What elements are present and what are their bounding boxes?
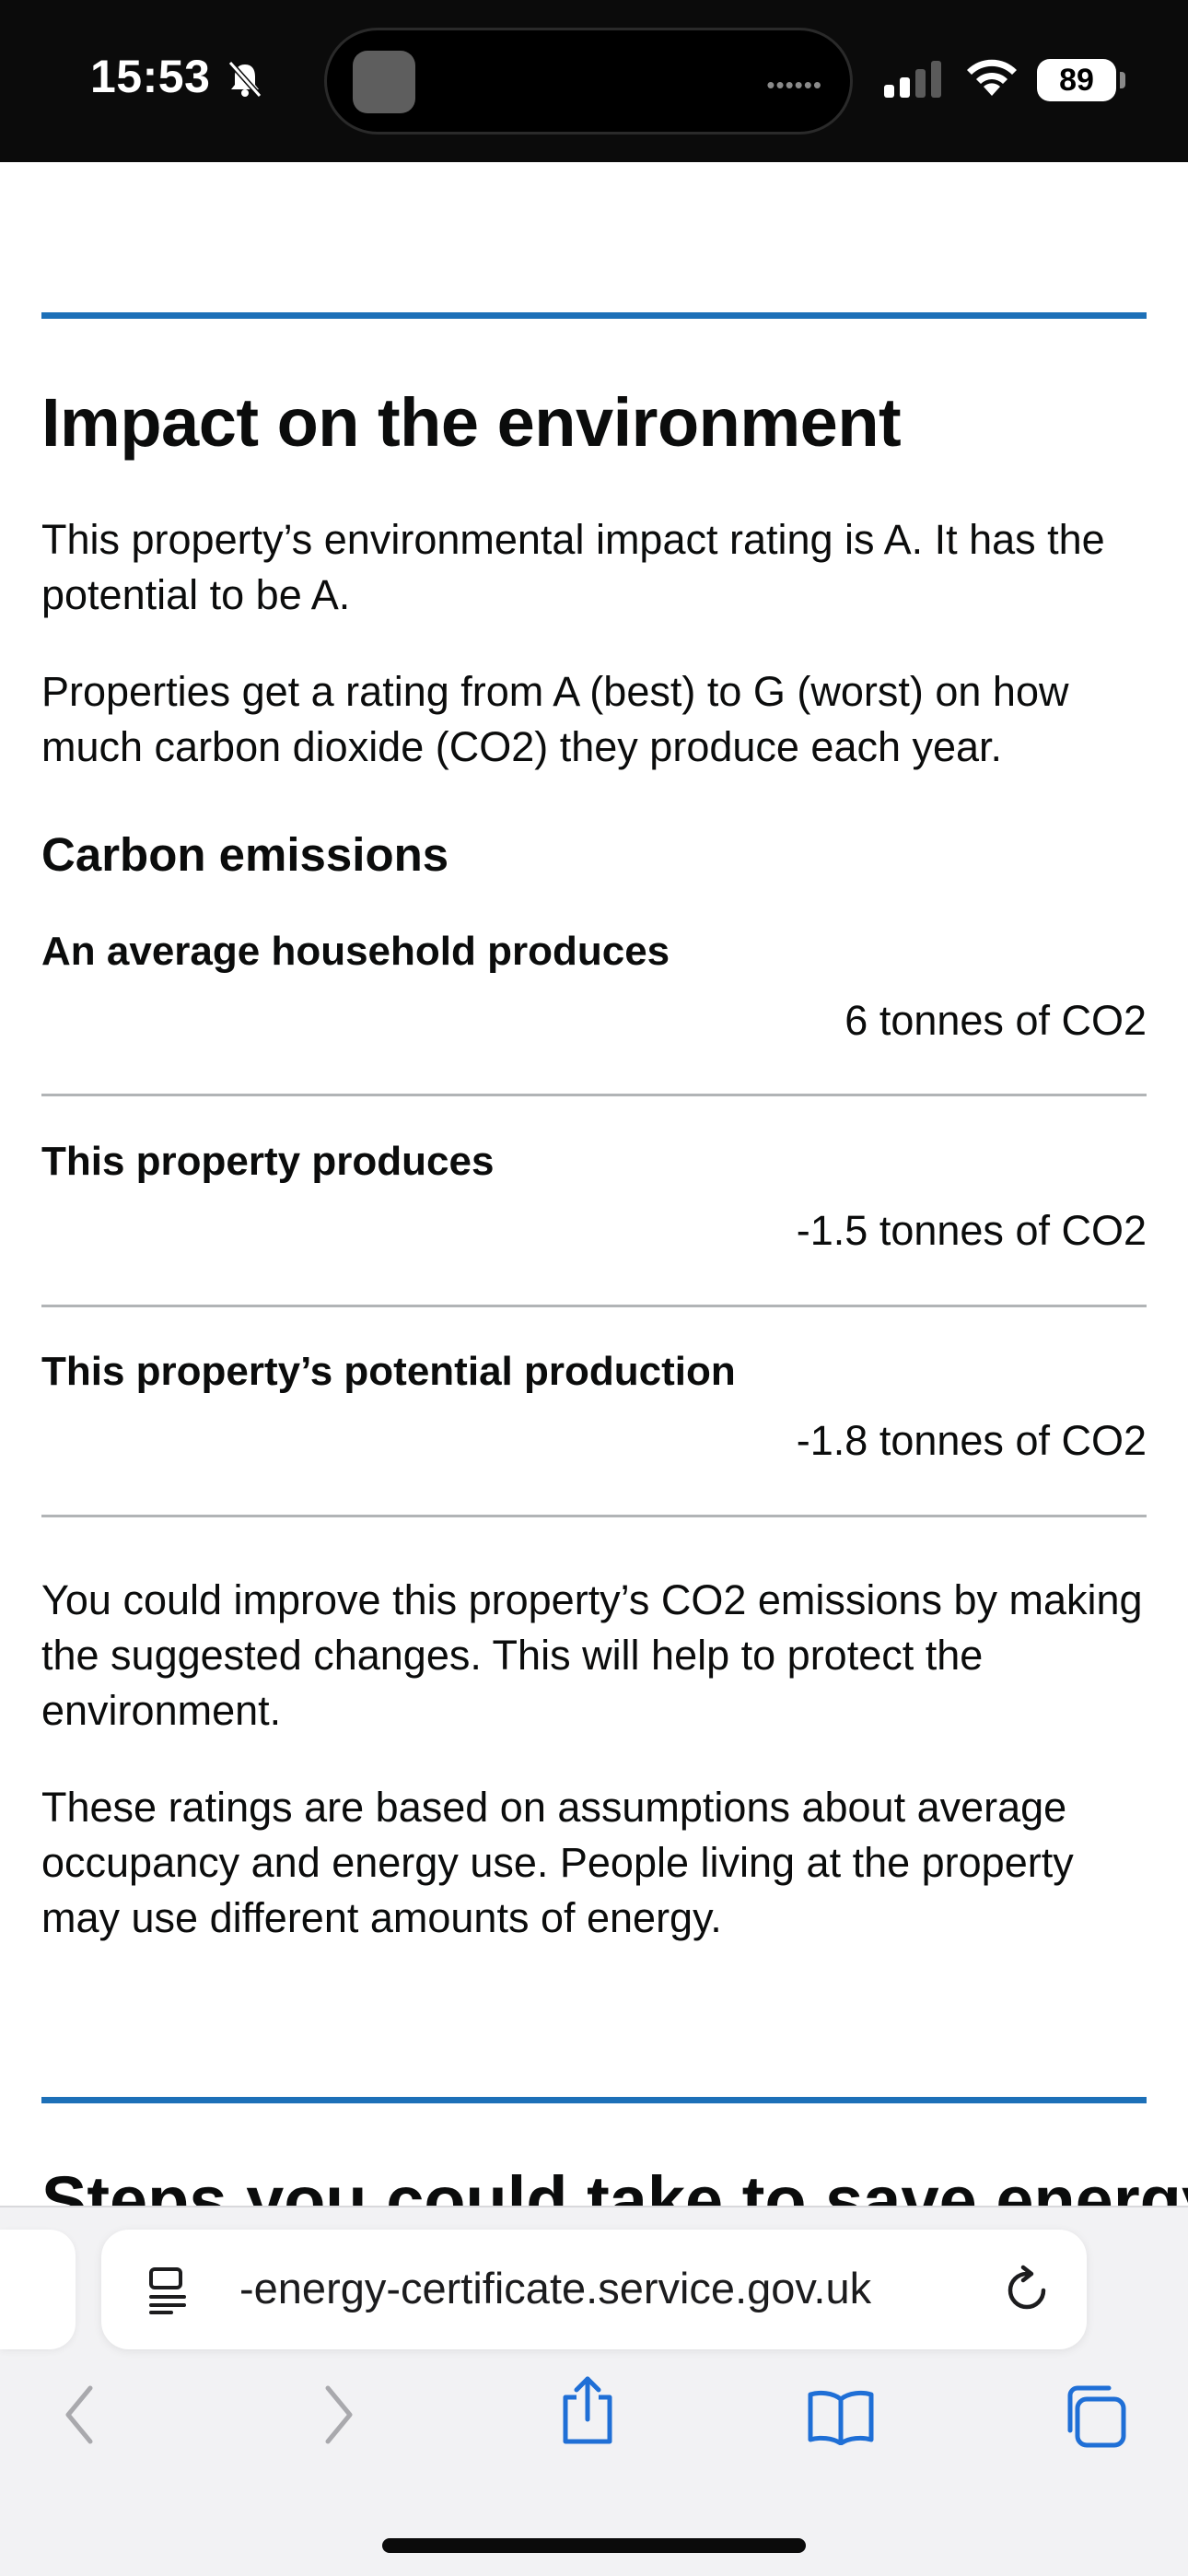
section-divider — [41, 2097, 1147, 2103]
bell-slash-icon — [225, 59, 265, 104]
row-value-potential: -1.8 tonnes of CO2 — [796, 1417, 1147, 1464]
share-icon[interactable] — [558, 2373, 617, 2452]
address-bar[interactable]: -energy-certificate.service.gov.uk — [101, 2230, 1087, 2349]
bookmarks-icon[interactable] — [807, 2388, 875, 2450]
row-label-property: This property produces — [41, 1139, 495, 1184]
section-title: Impact on the environment — [41, 384, 902, 461]
row-divider — [41, 1305, 1147, 1307]
carbon-emissions-heading: Carbon emissions — [41, 828, 449, 881]
browser-toolbar: -energy-certificate.service.gov.uk — [0, 2206, 1188, 2576]
row-label-average: An average household produces — [41, 929, 670, 974]
row-divider — [41, 1515, 1147, 1517]
battery-icon: 89 — [1037, 59, 1116, 101]
wifi-icon — [963, 55, 1020, 102]
dynamic-island: •••••• — [324, 28, 853, 135]
outro-paragraph-1: You could improve this property’s CO2 em… — [41, 1576, 1143, 1734]
home-indicator[interactable] — [382, 2538, 806, 2553]
battery-tip — [1120, 72, 1125, 88]
outro-paragraph-2: These ratings are based on assumptions a… — [41, 1784, 1074, 1941]
status-time: 15:53 — [90, 51, 211, 102]
intro-paragraph-2: Properties get a rating from A (best) to… — [41, 668, 1069, 770]
tabs-icon[interactable] — [1061, 2383, 1127, 2453]
reload-icon[interactable] — [1004, 2265, 1050, 2319]
row-value-property: -1.5 tonnes of CO2 — [796, 1207, 1147, 1254]
row-label-potential: This property’s potential production — [41, 1349, 736, 1394]
section-divider — [41, 312, 1147, 319]
signal-icon — [882, 61, 947, 102]
page-menu-icon[interactable] — [147, 2266, 192, 2319]
url-text[interactable]: -energy-certificate.service.gov.uk — [239, 2264, 872, 2313]
forward-icon[interactable] — [320, 2383, 357, 2452]
row-divider — [41, 1094, 1147, 1096]
app-icon — [353, 51, 415, 113]
status-bar: 15:53 •••••• 89 — [0, 0, 1188, 162]
island-dots: •••••• — [766, 71, 822, 99]
back-icon[interactable] — [61, 2383, 98, 2452]
previous-tab-pill[interactable] — [0, 2230, 76, 2349]
row-value-average: 6 tonnes of CO2 — [844, 997, 1147, 1044]
intro-paragraph-1: This property’s environmental impact rat… — [41, 516, 1105, 618]
